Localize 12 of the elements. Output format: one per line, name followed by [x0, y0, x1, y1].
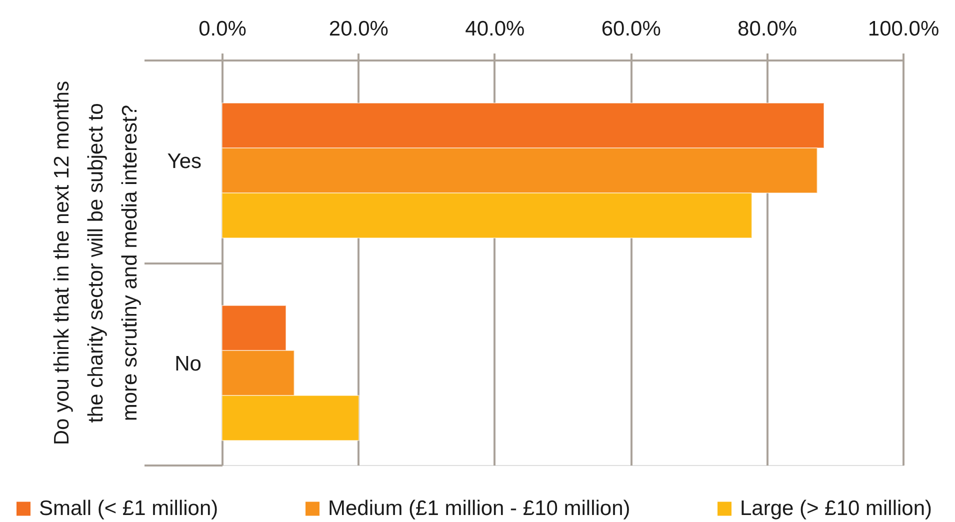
- x-tick-label: 20.0%: [328, 18, 388, 40]
- x-tick-label: 40.0%: [465, 18, 525, 40]
- x-tick-label: 60.0%: [601, 18, 661, 40]
- x-tick-label: 100.0%: [868, 18, 940, 40]
- legend-label: Small (< £1 million): [39, 496, 218, 520]
- y-tick-label: Yes: [167, 150, 202, 173]
- x-tick-label: 80.0%: [738, 18, 798, 40]
- y-axis-title: Do you think that in the next 12 months the charity sector will be subject to more scrutiny and media interest?: [50, 80, 142, 446]
- legend-label: Medium (£1 million - £10 million): [328, 496, 630, 520]
- legend-label: Large (> £10 million): [740, 496, 932, 520]
- y-tick-label: No: [174, 352, 202, 376]
- x-tick-label: 0.0%: [198, 18, 246, 40]
